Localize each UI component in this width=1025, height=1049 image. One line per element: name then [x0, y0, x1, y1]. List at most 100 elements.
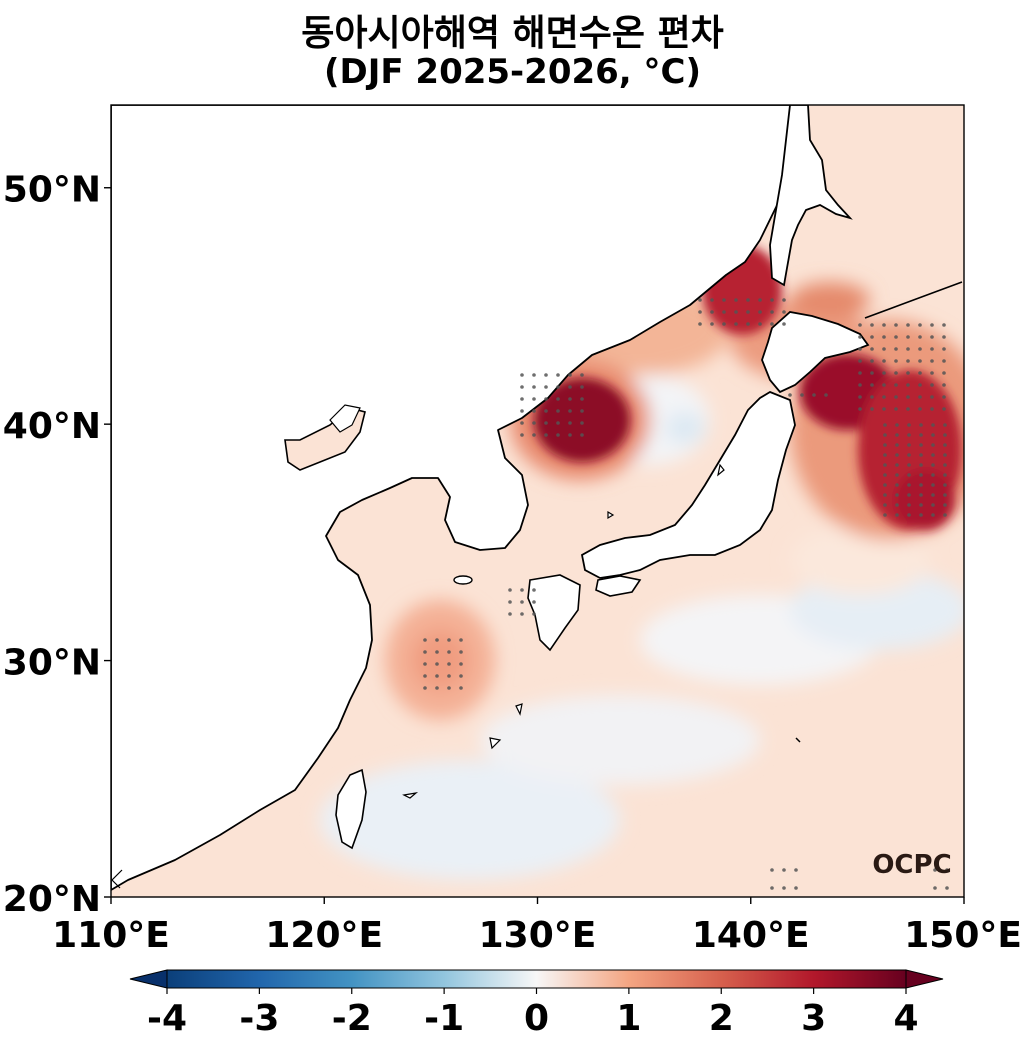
stipple-dot [894, 371, 898, 375]
stipple-dot [918, 323, 922, 327]
stipple-dot [544, 409, 548, 413]
stipple-dot [568, 421, 572, 425]
stipple-dot [942, 383, 946, 387]
stipple-dot [882, 383, 886, 387]
stipple-dot [532, 397, 536, 401]
stipple-dot [532, 588, 536, 592]
stipple-dot [544, 385, 548, 389]
stipple-dot [423, 686, 427, 690]
stipple-dot [931, 443, 935, 447]
stipple-dot [907, 493, 911, 497]
stipple-dot [894, 347, 898, 351]
stipple-dot [722, 322, 726, 326]
stipple-dot [931, 503, 935, 507]
stipple-dot [568, 385, 572, 389]
stipple-dot [520, 421, 524, 425]
stipple-dot [770, 868, 774, 872]
stipple-dot [930, 323, 934, 327]
stipple-dot [919, 503, 923, 507]
stipple-dot [894, 383, 898, 387]
stipple-dot [508, 600, 512, 604]
stipple-dot [895, 503, 899, 507]
stipple-dot [919, 423, 923, 427]
stipple-dot [894, 407, 898, 411]
stipple-dot [895, 473, 899, 477]
stipple-dot [858, 323, 862, 327]
stipple-dot [933, 886, 937, 890]
stipple-dot [895, 423, 899, 427]
stipple-dot [580, 373, 584, 377]
stipple-dot [532, 612, 536, 616]
stipple-dot [423, 674, 427, 678]
stipple-dot [734, 322, 738, 326]
stipple-dot [520, 588, 524, 592]
stipple-dot [907, 503, 911, 507]
stipple-dot [435, 686, 439, 690]
stipple-dot [520, 373, 524, 377]
colorbar-tick-label: -3 [239, 998, 279, 1039]
stipple-dot [918, 383, 922, 387]
stipple-dot [870, 335, 874, 339]
stipple-dot [870, 371, 874, 375]
stipple-dot [520, 433, 524, 437]
stipple-dot [883, 433, 887, 437]
map-title: 동아시아해역 해면수온 편차 [301, 13, 724, 54]
colorbar-tick-label: 4 [893, 998, 918, 1039]
stipple-dot [930, 407, 934, 411]
stipple-dot [532, 600, 536, 604]
land-masses [111, 105, 963, 891]
stipple-dot [532, 433, 536, 437]
stipple-dot [918, 395, 922, 399]
stipple-dot [556, 397, 560, 401]
stipple-dot [895, 463, 899, 467]
stipple-dot [459, 686, 463, 690]
colorbar-tick-label: 2 [709, 998, 734, 1039]
stipple-dot [930, 359, 934, 363]
stipple-dot [918, 371, 922, 375]
stipple-dot [907, 433, 911, 437]
stipple-dot [907, 443, 911, 447]
stipple-dot [858, 335, 862, 339]
stipple-dot [882, 395, 886, 399]
stipple-dot [423, 662, 427, 666]
stipple-dot [435, 638, 439, 642]
stipple-dot [800, 393, 804, 397]
stipple-dot [794, 886, 798, 890]
lat-tick-label: 40°N [3, 406, 101, 447]
stipple-dot [520, 385, 524, 389]
stipple-dot [459, 662, 463, 666]
stipple-dot [447, 674, 451, 678]
stipple-dot [906, 383, 910, 387]
stipple-dot [906, 359, 910, 363]
stipple-dot [447, 650, 451, 654]
stipple-dot [870, 383, 874, 387]
stipple-dot [544, 421, 548, 425]
lon-tick-label: 140°E [692, 915, 810, 956]
stipple-dot [770, 322, 774, 326]
stipple-dot [895, 443, 899, 447]
lon-tick-label: 130°E [479, 915, 597, 956]
map-subtitle: (DJF 2025-2026, °C) [323, 52, 702, 92]
stipple-dot [942, 371, 946, 375]
stipple-dot [520, 397, 524, 401]
stipple-dot [508, 612, 512, 616]
lat-tick-label: 20°N [3, 879, 101, 920]
stipple-dot [788, 393, 792, 397]
stipple-dot [782, 298, 786, 302]
stipple-dot [919, 513, 923, 517]
stipple-dot [919, 453, 923, 457]
stipple-dot [568, 409, 572, 413]
stipple-dot [943, 463, 947, 467]
stipple-dot [882, 347, 886, 351]
colorbar: -4 -3 -2 -1 0 1 2 3 4 [129, 969, 944, 1039]
stipple-dot [930, 335, 934, 339]
stipple-dot [882, 371, 886, 375]
stipple-dot [918, 407, 922, 411]
stipple-dot [919, 443, 923, 447]
stipple-dot [858, 407, 862, 411]
stipple-dot [710, 298, 714, 302]
stipple-dot [931, 433, 935, 437]
stipple-dot [722, 310, 726, 314]
stipple-dot [943, 473, 947, 477]
